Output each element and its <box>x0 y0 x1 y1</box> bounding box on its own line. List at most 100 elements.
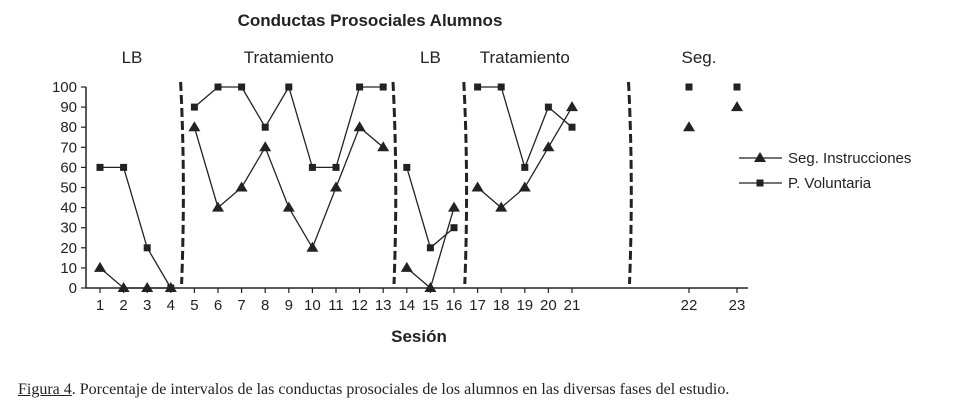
x-tick-label: 17 <box>469 297 486 314</box>
x-tick-label: 3 <box>143 297 151 314</box>
x-tick-label: 1 <box>96 297 104 314</box>
data-point-triangle <box>188 121 201 132</box>
x-tick-label: 6 <box>214 297 222 314</box>
legend-marker-triangle <box>754 152 766 162</box>
data-point-triangle <box>282 201 295 212</box>
y-tick-label: 20 <box>60 240 77 257</box>
y-tick-label: 10 <box>60 260 77 277</box>
y-tick-label: 50 <box>60 180 77 197</box>
x-tick-label: 13 <box>375 297 392 314</box>
legend-label: Seg. Instrucciones <box>788 150 911 167</box>
phase-label: LB <box>420 48 441 67</box>
data-point-square <box>733 83 741 91</box>
data-point-square <box>96 163 104 171</box>
data-point-triangle <box>400 261 413 272</box>
data-point-triangle <box>353 121 366 132</box>
data-point-triangle <box>424 282 437 292</box>
x-tick-label: 18 <box>493 297 510 314</box>
series-line <box>193 126 384 250</box>
data-point-square <box>120 163 128 171</box>
data-point-square <box>356 83 364 91</box>
x-axis-label: Sesión <box>391 327 447 346</box>
phase-label: Tratamiento <box>244 48 334 67</box>
legend-label: P. Voluntaria <box>788 175 872 192</box>
phase-label: Tratamiento <box>480 48 570 67</box>
series-line <box>406 167 455 249</box>
x-tick-label: 10 <box>304 297 321 314</box>
x-tick-label: 14 <box>398 297 415 314</box>
y-tick-label: 100 <box>52 79 77 96</box>
data-point-triangle <box>141 282 154 292</box>
data-point-triangle <box>566 101 578 112</box>
data-point-triangle <box>471 181 484 192</box>
y-tick-label: 40 <box>60 200 77 217</box>
x-tick-label: 7 <box>237 297 245 314</box>
x-tick-label: 2 <box>119 297 127 314</box>
data-point-triangle <box>330 181 342 192</box>
data-point-square <box>450 224 458 232</box>
y-tick-label: 60 <box>60 159 77 176</box>
phase-label: LB <box>122 48 143 67</box>
x-tick-label: 12 <box>351 297 368 314</box>
data-point-triangle <box>518 181 531 192</box>
x-tick-label: 15 <box>422 297 439 314</box>
data-point-square <box>167 284 175 292</box>
series-line <box>193 85 384 169</box>
data-point-square <box>568 123 576 131</box>
series-line <box>477 86 573 170</box>
phase-label: Seg. <box>682 48 717 67</box>
series-markers <box>94 83 743 292</box>
x-tick-label: 21 <box>564 297 581 314</box>
data-point-square <box>379 83 387 91</box>
figure-caption: Figura 4. Porcentaje de intervalos de la… <box>18 381 729 399</box>
phase-divider <box>179 81 185 285</box>
phase-divider <box>391 81 398 285</box>
y-ticks: 0 10 20 30 40 50 60 70 80 90 100 <box>52 79 86 297</box>
data-point-square <box>685 83 693 91</box>
data-point-square <box>261 123 269 131</box>
x-tick-label: 8 <box>261 297 269 314</box>
phase-dividers <box>179 81 633 285</box>
data-point-square <box>214 83 222 91</box>
data-point-triangle <box>448 201 460 212</box>
data-point-square <box>521 163 529 171</box>
data-point-triangle <box>542 141 555 152</box>
x-tick-label: 22 <box>681 297 698 314</box>
x-ticks: 1 2 3 4 5 6 7 8 9 10 11 12 13 14 15 16 17 18 19 20 21 22 23 <box>96 288 746 314</box>
caption-text: . Porcentaje de intervalos de las conduc… <box>71 381 730 398</box>
figure-reference: Figura 4 <box>18 381 72 398</box>
x-tick-label: 23 <box>729 297 746 314</box>
data-point-square <box>426 244 434 252</box>
data-point-triangle <box>377 141 390 152</box>
data-point-triangle <box>117 282 130 292</box>
x-tick-label: 11 <box>328 297 344 314</box>
legend-marker-square <box>756 179 764 187</box>
legend: Seg. Instrucciones P. Voluntaria <box>739 150 911 192</box>
x-tick-label: 4 <box>167 297 175 314</box>
x-tick-label: 16 <box>446 297 463 314</box>
phase-divider <box>627 81 633 285</box>
data-point-square <box>544 103 552 111</box>
phase-labels: LB Tratamiento LB Tratamiento Seg. <box>122 48 717 67</box>
data-point-square <box>308 163 316 171</box>
series-line <box>477 106 573 209</box>
x-tick-label: 9 <box>285 297 293 314</box>
data-point-triangle <box>495 201 508 212</box>
x-tick-label: 20 <box>540 297 557 314</box>
series-line <box>99 267 171 289</box>
y-tick-label: 90 <box>60 99 77 116</box>
data-point-square <box>497 83 505 91</box>
data-point-square <box>403 163 411 171</box>
data-point-triangle <box>235 181 248 192</box>
data-point-triangle <box>259 141 272 152</box>
data-point-square <box>238 83 246 91</box>
x-tick-label: 5 <box>190 297 198 314</box>
data-point-triangle <box>94 261 106 272</box>
data-point-square <box>190 103 198 111</box>
phase-divider <box>462 81 469 285</box>
data-point-triangle <box>731 101 743 112</box>
data-point-square <box>285 83 293 91</box>
x-tick-label: 19 <box>516 297 533 314</box>
y-tick-label: 80 <box>60 119 77 136</box>
